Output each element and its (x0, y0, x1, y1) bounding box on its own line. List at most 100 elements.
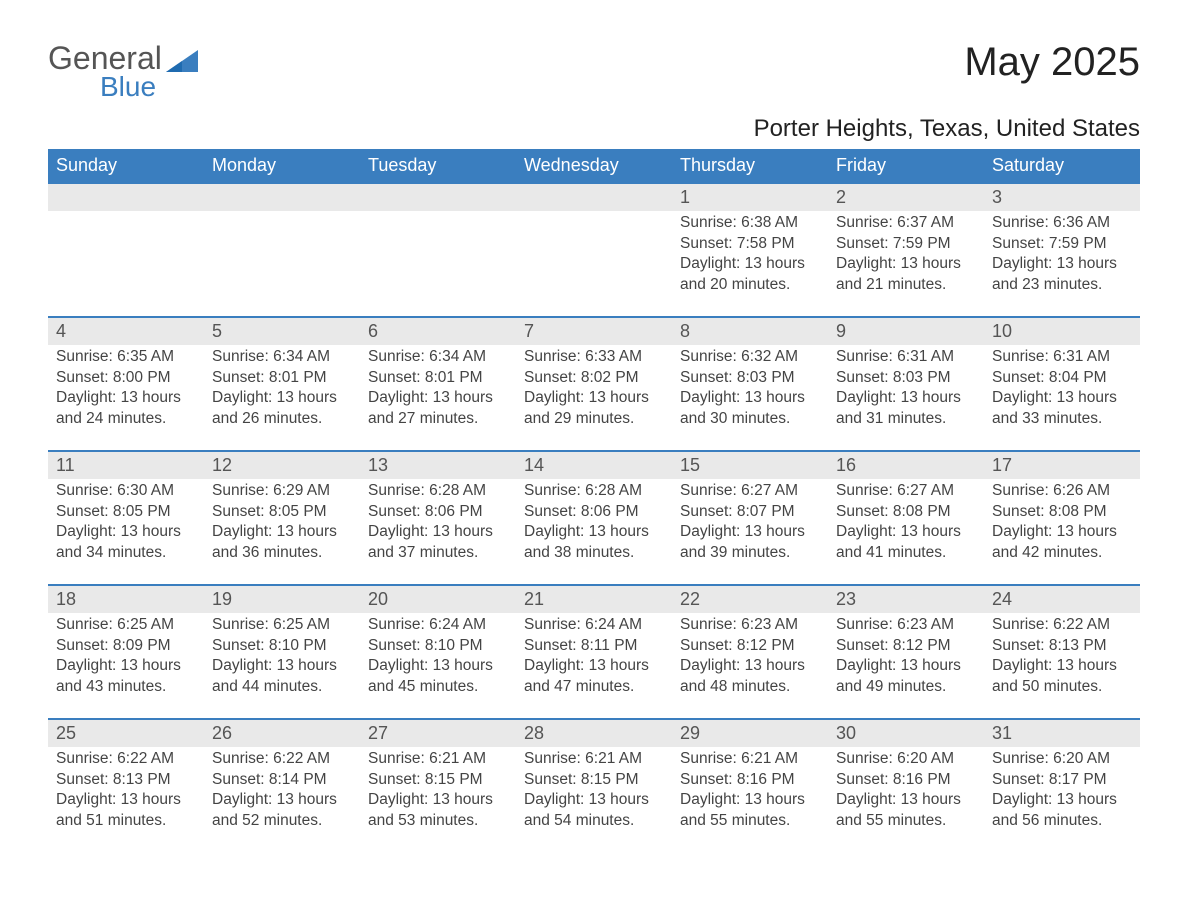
day-number: 27 (360, 720, 516, 747)
day-number: 4 (48, 318, 204, 345)
sunset-text: Sunset: 8:17 PM (992, 770, 1132, 791)
day-number: 14 (516, 452, 672, 479)
sunrise-text: Sunrise: 6:35 AM (56, 347, 196, 368)
sunset-text: Sunset: 7:58 PM (680, 234, 820, 255)
sunset-text: Sunset: 8:07 PM (680, 502, 820, 523)
sunset-text: Sunset: 8:03 PM (680, 368, 820, 389)
day-body: Sunrise: 6:33 AMSunset: 8:02 PMDaylight:… (516, 345, 672, 450)
sunset-text: Sunset: 7:59 PM (992, 234, 1132, 255)
day-number (48, 184, 204, 211)
sunrise-text: Sunrise: 6:33 AM (524, 347, 664, 368)
week-row: 25262728293031Sunrise: 6:22 AMSunset: 8:… (48, 718, 1140, 852)
sunset-text: Sunset: 8:10 PM (368, 636, 508, 657)
day-body: Sunrise: 6:28 AMSunset: 8:06 PMDaylight:… (360, 479, 516, 584)
sunrise-text: Sunrise: 6:21 AM (368, 749, 508, 770)
day-body (360, 211, 516, 316)
day-number: 8 (672, 318, 828, 345)
day-body: Sunrise: 6:27 AMSunset: 8:08 PMDaylight:… (828, 479, 984, 584)
daynum-row: 11121314151617 (48, 452, 1140, 479)
daylight-text: Daylight: 13 hours and 50 minutes. (992, 656, 1132, 698)
day-number: 13 (360, 452, 516, 479)
top-row: General Blue May 2025 (48, 40, 1140, 97)
daylight-text: Daylight: 13 hours and 33 minutes. (992, 388, 1132, 430)
daylight-text: Daylight: 13 hours and 48 minutes. (680, 656, 820, 698)
sunset-text: Sunset: 8:06 PM (524, 502, 664, 523)
logo-triangle-icon (166, 50, 198, 72)
daylight-text: Daylight: 13 hours and 55 minutes. (836, 790, 976, 832)
day-number: 24 (984, 586, 1140, 613)
day-body: Sunrise: 6:30 AMSunset: 8:05 PMDaylight:… (48, 479, 204, 584)
sunrise-text: Sunrise: 6:24 AM (368, 615, 508, 636)
sunset-text: Sunset: 8:11 PM (524, 636, 664, 657)
sunrise-text: Sunrise: 6:26 AM (992, 481, 1132, 502)
day-body: Sunrise: 6:29 AMSunset: 8:05 PMDaylight:… (204, 479, 360, 584)
daylight-text: Daylight: 13 hours and 56 minutes. (992, 790, 1132, 832)
day-number: 18 (48, 586, 204, 613)
sunset-text: Sunset: 8:12 PM (680, 636, 820, 657)
daylight-text: Daylight: 13 hours and 41 minutes. (836, 522, 976, 564)
day-number (516, 184, 672, 211)
daylight-text: Daylight: 13 hours and 31 minutes. (836, 388, 976, 430)
day-number: 22 (672, 586, 828, 613)
daylight-text: Daylight: 13 hours and 26 minutes. (212, 388, 352, 430)
sunrise-text: Sunrise: 6:32 AM (680, 347, 820, 368)
day-header-cell: Sunday (48, 149, 204, 182)
day-body: Sunrise: 6:32 AMSunset: 8:03 PMDaylight:… (672, 345, 828, 450)
daylight-text: Daylight: 13 hours and 30 minutes. (680, 388, 820, 430)
sunset-text: Sunset: 8:00 PM (56, 368, 196, 389)
daylight-text: Daylight: 13 hours and 45 minutes. (368, 656, 508, 698)
location-subtitle: Porter Heights, Texas, United States (48, 115, 1140, 143)
sunset-text: Sunset: 8:01 PM (212, 368, 352, 389)
page-title: May 2025 (964, 40, 1140, 85)
day-body: Sunrise: 6:21 AMSunset: 8:16 PMDaylight:… (672, 747, 828, 852)
daynum-row: 18192021222324 (48, 586, 1140, 613)
day-body: Sunrise: 6:22 AMSunset: 8:13 PMDaylight:… (984, 613, 1140, 718)
day-number: 6 (360, 318, 516, 345)
logo: General Blue (48, 40, 198, 97)
day-body: Sunrise: 6:37 AMSunset: 7:59 PMDaylight:… (828, 211, 984, 316)
day-number: 5 (204, 318, 360, 345)
day-number: 19 (204, 586, 360, 613)
sunset-text: Sunset: 8:08 PM (992, 502, 1132, 523)
sunrise-text: Sunrise: 6:30 AM (56, 481, 196, 502)
sunrise-text: Sunrise: 6:23 AM (836, 615, 976, 636)
day-header-cell: Monday (204, 149, 360, 182)
day-number: 20 (360, 586, 516, 613)
sunrise-text: Sunrise: 6:21 AM (524, 749, 664, 770)
sunrise-text: Sunrise: 6:37 AM (836, 213, 976, 234)
day-body: Sunrise: 6:24 AMSunset: 8:10 PMDaylight:… (360, 613, 516, 718)
week-row: 18192021222324Sunrise: 6:25 AMSunset: 8:… (48, 584, 1140, 718)
day-body: Sunrise: 6:28 AMSunset: 8:06 PMDaylight:… (516, 479, 672, 584)
sunrise-text: Sunrise: 6:22 AM (212, 749, 352, 770)
day-number: 21 (516, 586, 672, 613)
day-header-cell: Thursday (672, 149, 828, 182)
sunset-text: Sunset: 8:05 PM (56, 502, 196, 523)
day-number: 7 (516, 318, 672, 345)
day-number: 28 (516, 720, 672, 747)
body-row: Sunrise: 6:25 AMSunset: 8:09 PMDaylight:… (48, 613, 1140, 718)
sunset-text: Sunset: 8:12 PM (836, 636, 976, 657)
page: General Blue May 2025 Porter Heights, Te… (0, 0, 1188, 882)
sunset-text: Sunset: 8:16 PM (680, 770, 820, 791)
day-number: 1 (672, 184, 828, 211)
day-number: 16 (828, 452, 984, 479)
sunrise-text: Sunrise: 6:20 AM (992, 749, 1132, 770)
day-number: 29 (672, 720, 828, 747)
day-body: Sunrise: 6:27 AMSunset: 8:07 PMDaylight:… (672, 479, 828, 584)
day-body: Sunrise: 6:24 AMSunset: 8:11 PMDaylight:… (516, 613, 672, 718)
day-header-cell: Wednesday (516, 149, 672, 182)
daynum-row: 45678910 (48, 318, 1140, 345)
body-row: Sunrise: 6:38 AMSunset: 7:58 PMDaylight:… (48, 211, 1140, 316)
day-body: Sunrise: 6:25 AMSunset: 8:09 PMDaylight:… (48, 613, 204, 718)
day-number: 10 (984, 318, 1140, 345)
daylight-text: Daylight: 13 hours and 55 minutes. (680, 790, 820, 832)
sunset-text: Sunset: 8:04 PM (992, 368, 1132, 389)
logo-sub: Blue (100, 77, 162, 97)
sunrise-text: Sunrise: 6:22 AM (992, 615, 1132, 636)
sunrise-text: Sunrise: 6:27 AM (836, 481, 976, 502)
day-header-cell: Saturday (984, 149, 1140, 182)
sunrise-text: Sunrise: 6:28 AM (524, 481, 664, 502)
sunrise-text: Sunrise: 6:36 AM (992, 213, 1132, 234)
sunrise-text: Sunrise: 6:25 AM (56, 615, 196, 636)
daylight-text: Daylight: 13 hours and 39 minutes. (680, 522, 820, 564)
